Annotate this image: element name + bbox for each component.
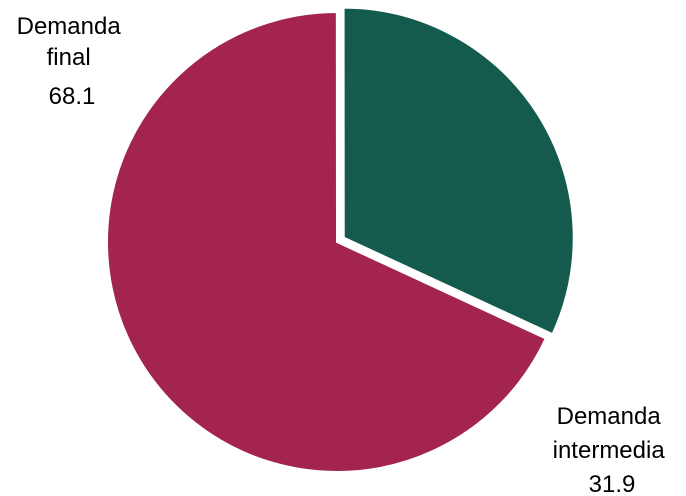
slice-label-demanda-final-line-2: final	[47, 44, 91, 71]
slice-value-demanda-final: 68.1	[49, 83, 96, 110]
slice-value-demanda-intermedia: 31.9	[589, 471, 636, 496]
slice-label-demanda-intermedia: Demanda intermedia 31.9	[553, 403, 672, 496]
slice-label-demanda-final: Demanda final 68.1	[17, 13, 128, 110]
pie-slices	[106, 6, 575, 473]
slice-label-demanda-intermedia-line-1: Demanda	[557, 403, 662, 430]
slice-label-demanda-intermedia-line-2: intermedia	[553, 437, 666, 464]
pie-labels: Demanda final 68.1 Demanda intermedia 31…	[17, 13, 672, 496]
pie-slice-demanda-final	[106, 10, 548, 473]
pie-slice-demanda-intermedia	[342, 6, 575, 336]
slice-label-demanda-final-line-1: Demanda	[17, 13, 122, 40]
